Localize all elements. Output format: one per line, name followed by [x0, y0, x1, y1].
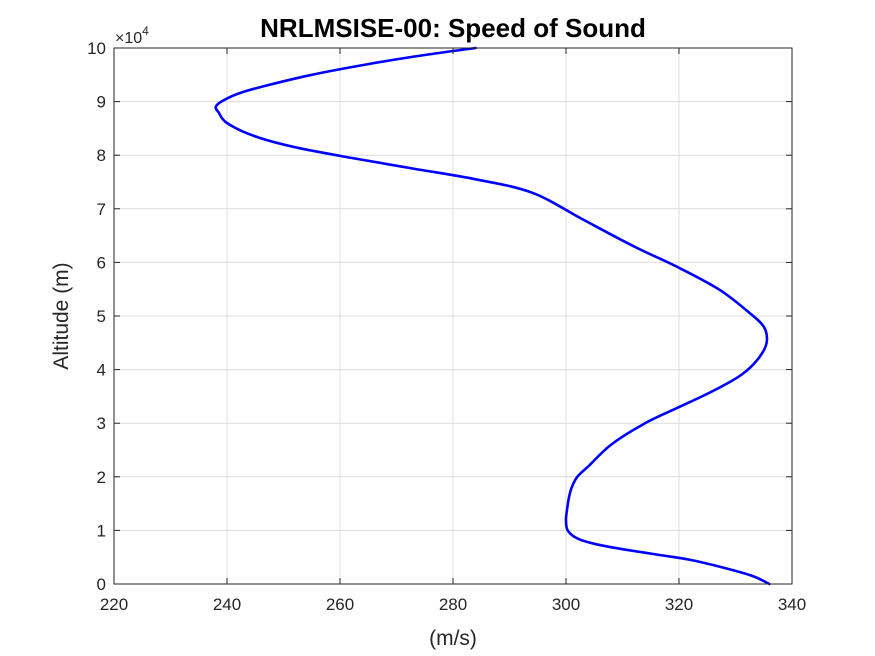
y-tick-label: 2	[97, 468, 106, 487]
y-exponent-base: ×10	[115, 30, 142, 47]
x-tick-label: 300	[552, 595, 580, 614]
x-tick-label: 220	[100, 595, 128, 614]
chart-title: NRLMSISE-00: Speed of Sound	[260, 13, 646, 43]
x-tick-label: 340	[778, 595, 806, 614]
y-exponent-label: ×104	[115, 24, 149, 47]
y-tick-label: 8	[97, 146, 106, 165]
y-tick-label: 9	[97, 93, 106, 112]
x-tick-label: 260	[326, 595, 354, 614]
y-tick-label: 4	[97, 361, 106, 380]
y-tick-label: 0	[97, 575, 106, 594]
x-tick-labels: 220 240 260 280 300 320 340	[100, 595, 806, 614]
y-exponent-power: 4	[142, 24, 149, 38]
x-tick-label: 320	[665, 595, 693, 614]
y-axis-label: Altitude (m)	[50, 262, 73, 369]
y-tick-label: 7	[97, 200, 106, 219]
y-tick-label: 1	[97, 521, 106, 540]
y-tick-label: 6	[97, 253, 106, 272]
x-tick-label: 280	[439, 595, 467, 614]
y-tick-label: 3	[97, 414, 106, 433]
y-tick-label: 5	[97, 307, 106, 326]
x-tick-label: 240	[213, 595, 241, 614]
y-tick-label: 10	[87, 39, 106, 58]
y-tick-labels: 0 1 2 3 4 5 6 7 8 9 10	[87, 39, 106, 594]
x-axis-label: (m/s)	[429, 627, 477, 650]
